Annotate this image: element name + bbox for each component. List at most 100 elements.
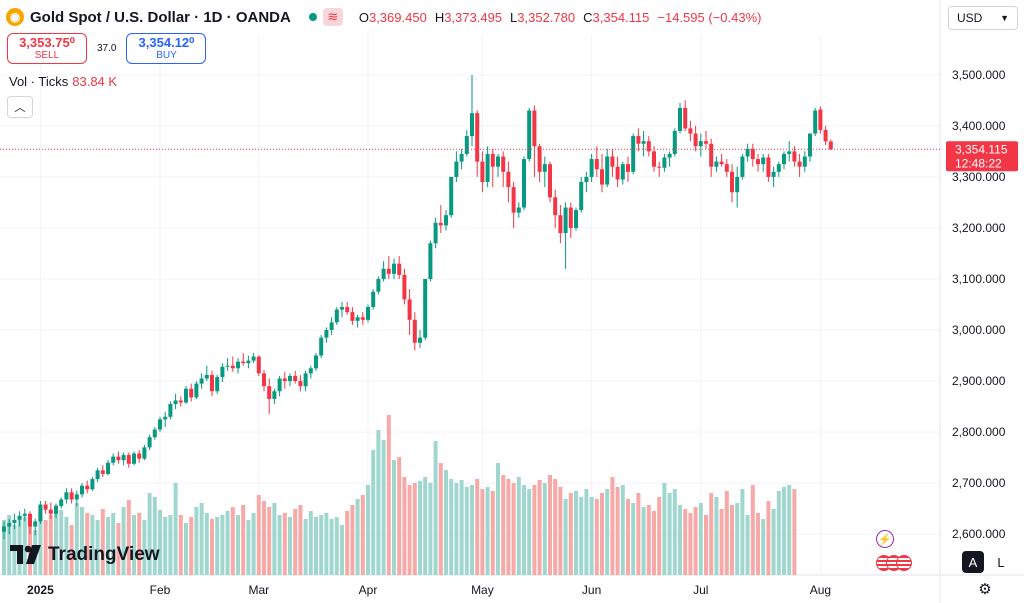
- candle-body: [142, 447, 147, 459]
- price-tick-label: 2,800.000: [952, 425, 1006, 439]
- currency-value: USD: [957, 11, 983, 25]
- volume-bar: [85, 513, 90, 575]
- collapse-legend-button[interactable]: ︿: [7, 96, 33, 118]
- candle-body: [641, 141, 646, 144]
- price-tick-label: 3,100.000: [952, 272, 1006, 286]
- volume-bar: [615, 487, 620, 575]
- volume-bar: [787, 485, 792, 575]
- volume-bar: [516, 477, 521, 575]
- candle-body: [168, 404, 173, 417]
- log-scale-button[interactable]: L: [997, 554, 1005, 570]
- candle-body: [516, 207, 521, 213]
- candle-body: [620, 164, 625, 180]
- volume-bar: [355, 499, 360, 575]
- candle-body: [662, 157, 667, 168]
- candle-body: [615, 166, 620, 180]
- volume-bar: [745, 515, 750, 575]
- candle-body: [459, 153, 464, 162]
- volume-bar: [147, 493, 152, 575]
- symbol-title[interactable]: Gold Spot / U.S. Dollar · 1D · OANDA: [30, 8, 291, 26]
- candle-body: [527, 110, 532, 160]
- close-value: 3,354.115: [592, 9, 650, 25]
- gold-coin-icon[interactable]: ◉: [6, 8, 24, 26]
- volume-bar: [594, 499, 599, 575]
- lightning-event-icon[interactable]: ⚡: [876, 530, 894, 548]
- volume-bar: [485, 487, 490, 575]
- volume-bar: [121, 507, 126, 575]
- volume-bar: [678, 505, 682, 575]
- currency-select[interactable]: USD ▼: [948, 6, 1018, 30]
- price-tick-label: 3,500.000: [952, 68, 1006, 82]
- candle-body: [782, 153, 786, 165]
- volume-bar: [407, 485, 412, 575]
- time-tick-label: Apr: [359, 583, 378, 597]
- volume-bar: [256, 495, 261, 575]
- volume-bar: [553, 479, 558, 575]
- candle-body: [600, 169, 604, 185]
- candle-body: [319, 337, 324, 356]
- volume-bar: [688, 513, 693, 575]
- volume-bar: [672, 489, 677, 575]
- candle-body: [776, 164, 781, 172]
- volume-bar: [730, 505, 734, 575]
- candle-body: [402, 274, 407, 300]
- volume-bar: [90, 515, 95, 575]
- candle-body: [631, 136, 636, 172]
- volume-bar: [771, 509, 776, 575]
- volume-bar: [215, 517, 220, 575]
- spread-value: 37.0: [97, 43, 117, 54]
- time-axis[interactable]: 2025 Feb Mar Apr May Jun Jul Aug: [27, 583, 831, 597]
- volume-bar: [230, 507, 235, 575]
- candle-body: [428, 243, 433, 279]
- candle-body: [210, 374, 214, 392]
- us-flag-event-icon-3[interactable]: [896, 555, 912, 571]
- candle-body: [386, 268, 391, 274]
- candle-body: [823, 129, 828, 142]
- candle-body: [262, 373, 266, 387]
- volume-bar: [381, 440, 386, 575]
- volume-bar: [527, 489, 532, 575]
- candle-body: [236, 361, 240, 369]
- candle-body: [506, 171, 511, 188]
- candle-body: [376, 278, 381, 292]
- candle-body: [589, 159, 594, 177]
- volume-bar: [126, 500, 131, 575]
- candle-body: [303, 373, 308, 387]
- volume-bar: [522, 485, 526, 575]
- candle-body: [626, 164, 630, 172]
- candle-body: [90, 479, 95, 490]
- candle-body: [360, 317, 365, 320]
- gear-icon[interactable]: ⚙: [978, 581, 992, 598]
- candle-body: [470, 113, 474, 137]
- volume-bar: [74, 503, 79, 575]
- sell-button[interactable]: 3,353.75⁰ SELL: [7, 33, 87, 64]
- volume-bar: [662, 483, 667, 575]
- candle-body: [407, 299, 412, 320]
- close-label: C: [583, 9, 593, 25]
- price-axis[interactable]: 3,500.000 3,400.000 3,300.000 3,200.000 3,10…: [952, 68, 1006, 541]
- candle-body: [761, 157, 766, 165]
- candle-body: [392, 263, 396, 274]
- auto-scale-button[interactable]: A: [962, 551, 984, 573]
- volume-legend[interactable]: Vol · Ticks 83.84 K: [9, 74, 117, 89]
- time-tick-label: 2025: [27, 583, 54, 597]
- tradingview-logo[interactable]: TradingView: [10, 544, 160, 566]
- candle-body: [324, 330, 329, 338]
- volume-bar: [750, 485, 755, 575]
- ohlc-values: O3,369.450 H3,373.495 L3,352.780 C3,354.…: [359, 10, 762, 25]
- volume-bar: [636, 493, 641, 575]
- candle-body: [350, 312, 355, 321]
- volume-bar: [132, 515, 136, 575]
- candle-body: [2, 526, 6, 532]
- volume-bars: [2, 415, 797, 575]
- wave-icon[interactable]: ≋: [322, 8, 343, 26]
- candle-body: [152, 429, 157, 438]
- price-tick-label: 2,700.000: [952, 476, 1006, 490]
- candle-body: [241, 361, 246, 364]
- volume-bar: [199, 503, 204, 575]
- volume-bar: [152, 497, 157, 575]
- sell-price: 3,353.75⁰: [19, 35, 75, 50]
- buy-button[interactable]: 3,354.12⁰ BUY: [126, 33, 207, 64]
- volume-bar: [111, 513, 116, 575]
